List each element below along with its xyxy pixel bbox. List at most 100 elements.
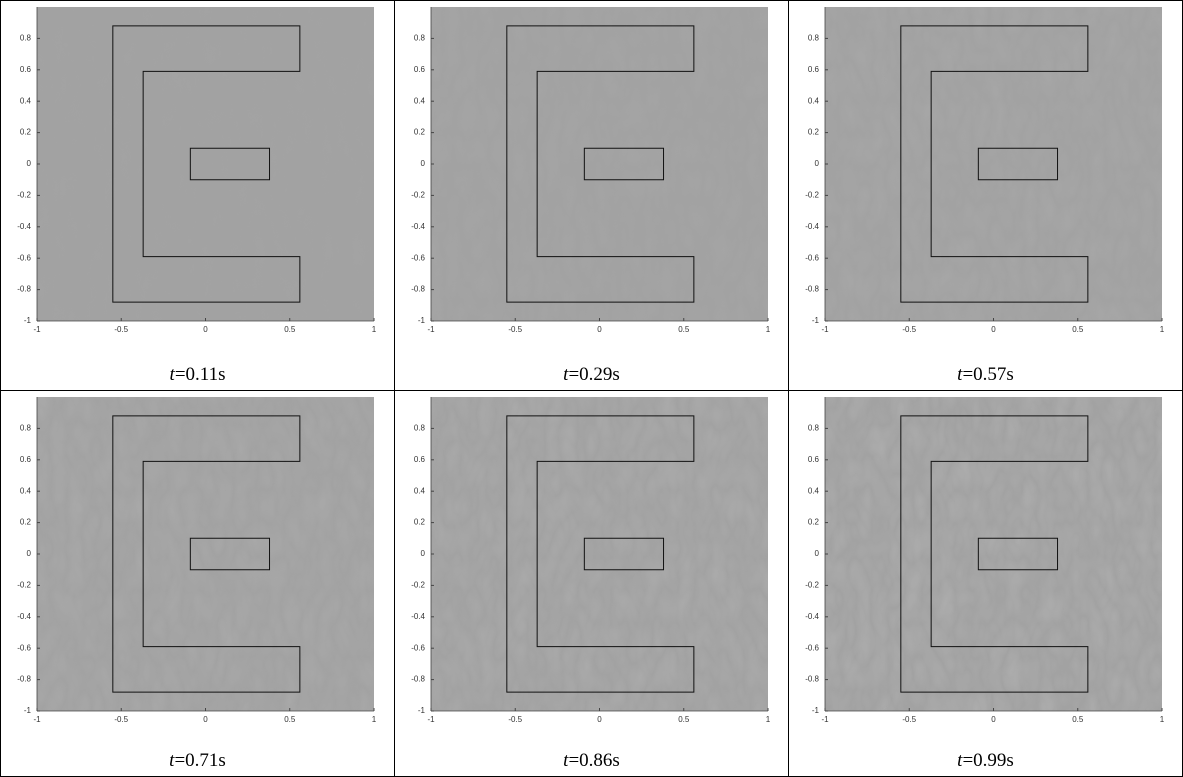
- y-tick-label: -1: [418, 706, 426, 715]
- caption: t=0.71s: [1, 750, 394, 772]
- y-tick-label: 0.4: [414, 486, 426, 495]
- x-tick-label: 0: [597, 325, 602, 334]
- x-tick-label: 1: [766, 325, 771, 334]
- x-tick-label: -0.5: [902, 325, 916, 334]
- y-tick-label: -0.4: [411, 222, 425, 231]
- x-tick-label: 1: [766, 715, 771, 724]
- y-tick-label: -0.4: [17, 222, 31, 231]
- field-texture: [37, 7, 374, 321]
- y-tick-label: -0.2: [17, 581, 31, 590]
- x-tick-label: -1: [821, 715, 829, 724]
- y-tick-label: -0.8: [805, 285, 819, 294]
- y-tick-label: 0.4: [20, 486, 32, 495]
- y-tick-label: -1: [24, 706, 32, 715]
- x-tick-label: -1: [33, 325, 41, 334]
- field-texture: [431, 7, 768, 321]
- y-tick-label: -1: [812, 316, 820, 325]
- y-tick-label: -0.6: [805, 253, 819, 262]
- field-texture: [431, 397, 768, 711]
- y-tick-label: 0.6: [808, 455, 820, 464]
- x-tick-label: 0: [991, 715, 996, 724]
- y-tick-label: -0.6: [411, 253, 425, 262]
- y-tick-label: 0.4: [808, 486, 820, 495]
- y-tick-label: 0: [815, 159, 820, 168]
- y-tick-label: 0.6: [20, 65, 32, 74]
- x-tick-label: 0: [597, 715, 602, 724]
- x-tick-label: -1: [427, 715, 435, 724]
- plot: -1-0.500.51-1-0.8-0.6-0.4-0.200.20.40.60…: [395, 1, 785, 341]
- y-tick-label: 0.6: [20, 455, 32, 464]
- y-tick-label: -1: [418, 316, 426, 325]
- y-tick-label: 0.2: [20, 518, 32, 527]
- y-tick-label: -0.2: [411, 191, 425, 200]
- y-tick-label: 0.4: [808, 96, 820, 105]
- x-tick-label: -1: [821, 325, 829, 334]
- y-tick-label: -0.6: [411, 643, 425, 652]
- y-tick-label: 0: [27, 549, 32, 558]
- field-texture: [825, 397, 1162, 711]
- field-texture: [37, 397, 374, 711]
- y-tick-label: -0.6: [805, 643, 819, 652]
- y-tick-label: 0.6: [414, 65, 426, 74]
- x-tick-label: 0.5: [678, 325, 690, 334]
- x-tick-label: 0.5: [1072, 325, 1084, 334]
- x-tick-label: -0.5: [508, 715, 522, 724]
- x-tick-label: -1: [33, 715, 41, 724]
- y-tick-label: 0.6: [808, 65, 820, 74]
- y-tick-label: -0.4: [17, 612, 31, 621]
- y-tick-label: 0.2: [414, 128, 426, 137]
- x-tick-label: 0: [991, 325, 996, 334]
- y-tick-label: -0.2: [411, 581, 425, 590]
- y-tick-label: 0.8: [808, 424, 820, 433]
- x-tick-label: 0.5: [284, 325, 296, 334]
- y-tick-label: -1: [24, 316, 32, 325]
- y-tick-label: -0.4: [805, 612, 819, 621]
- x-tick-label: -0.5: [902, 715, 916, 724]
- caption: t=0.11s: [1, 364, 394, 386]
- x-tick-label: -0.5: [508, 325, 522, 334]
- caption: t=0.57s: [789, 364, 1182, 386]
- caption: t=0.29s: [395, 364, 788, 386]
- y-tick-label: 0.8: [808, 34, 820, 43]
- x-tick-label: 1: [1160, 325, 1165, 334]
- y-tick-label: 0.8: [20, 34, 32, 43]
- y-tick-label: -1: [812, 706, 820, 715]
- caption: t=0.99s: [789, 750, 1182, 772]
- plot: -1-0.500.51-1-0.8-0.6-0.4-0.200.20.40.60…: [1, 391, 391, 731]
- x-tick-label: 0.5: [1072, 715, 1084, 724]
- x-tick-label: 0.5: [284, 715, 296, 724]
- y-tick-label: -0.4: [411, 612, 425, 621]
- y-tick-label: -0.2: [805, 191, 819, 200]
- y-tick-label: 0.2: [808, 518, 820, 527]
- y-tick-label: 0: [27, 159, 32, 168]
- figure: -1 -0.5 0 0.5 1 -1 -0.8 -0.6 -0.4 -0.2 0 0.2 0.4 0.6 0…: [0, 0, 1183, 777]
- y-tick-label: 0.8: [414, 34, 426, 43]
- y-tick-label: -0.8: [17, 675, 31, 684]
- x-tick-label: 1: [1160, 715, 1165, 724]
- y-tick-label: -0.8: [411, 675, 425, 684]
- y-tick-label: -0.6: [17, 253, 31, 262]
- y-tick-label: 0.8: [20, 424, 32, 433]
- y-tick-label: 0.6: [414, 455, 426, 464]
- y-tick-label: 0.8: [414, 424, 426, 433]
- y-tick-label: -0.4: [805, 222, 819, 231]
- x-tick-label: 0: [203, 325, 208, 334]
- y-tick-label: 0: [421, 159, 426, 168]
- y-tick-label: -0.6: [17, 643, 31, 652]
- y-tick-label: -0.2: [17, 191, 31, 200]
- x-tick-label: -0.5: [114, 325, 128, 334]
- x-tick-label: -0.5: [114, 715, 128, 724]
- y-tick-label: 0.2: [414, 518, 426, 527]
- x-tick-label: 0.5: [678, 715, 690, 724]
- x-tick-label: 1: [372, 325, 377, 334]
- y-tick-label: -0.8: [17, 285, 31, 294]
- y-tick-label: 0: [815, 549, 820, 558]
